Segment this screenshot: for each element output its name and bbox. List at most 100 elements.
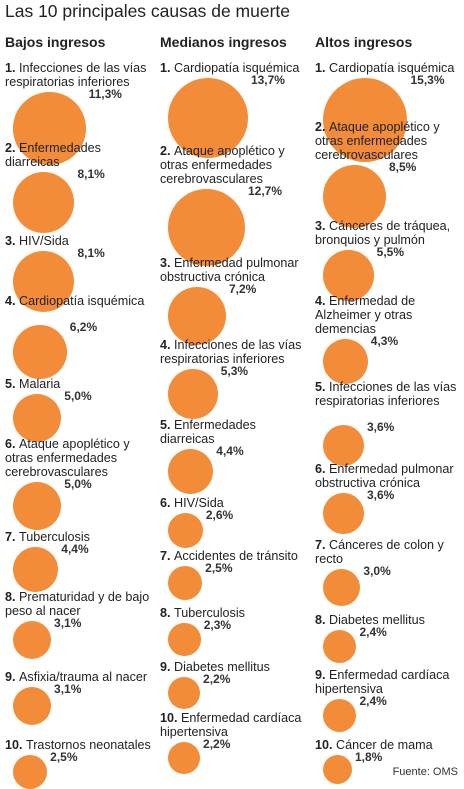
value-label: 3,6%	[366, 488, 395, 502]
cause-rank: 1.	[160, 61, 175, 75]
value-bubble	[168, 78, 248, 158]
cause-text: Tuberculosis	[19, 530, 90, 544]
cause-text: Enfermedad cardíaca hipertensiva	[315, 668, 450, 696]
value-label: 13,7%	[250, 73, 285, 87]
value-bubble	[13, 687, 52, 726]
value-bubble	[13, 755, 48, 789]
value-label: 5,5%	[376, 245, 405, 259]
value-label: 7,2%	[228, 282, 257, 296]
cause-text: Trastornos neonatales	[26, 738, 151, 752]
value-bubble	[323, 78, 408, 163]
value-bubble	[323, 165, 386, 228]
value-label: 5,0%	[64, 389, 92, 403]
cause-text: Cánceres de tráquea, bronquios y pulmón	[315, 219, 451, 247]
cause-label: 6. HIV/Sida	[160, 496, 312, 510]
cause-text: Asfixia/trauma al nacer	[19, 670, 148, 684]
value-label: 3,0%	[363, 564, 391, 578]
value-bubble	[323, 699, 357, 733]
cause-rank: 2.	[5, 141, 20, 155]
cause-rank: 10.	[160, 711, 182, 725]
cause-text: Enfermedad pulmonar obstructiva crónica	[160, 256, 299, 284]
cause-rank: 2.	[160, 144, 175, 158]
cause-label: 1. Cardiopatía isquémica	[315, 61, 461, 75]
cause-rank: 5.	[5, 377, 20, 391]
cause-text: Infecciones de las vías respiratorias in…	[160, 338, 302, 366]
cause-text: Malaria	[19, 377, 61, 391]
value-bubble	[168, 189, 245, 266]
cause-rank: 5.	[315, 380, 330, 394]
cause-label: 10. Cáncer de mama	[315, 738, 461, 752]
value-bubble	[323, 493, 364, 534]
cause-text: Tuberculosis	[174, 606, 245, 620]
cause-text: Infecciones de las vías respiratorias in…	[315, 380, 457, 408]
cause-text: Enfermedad pulmonar obstructiva crónica	[315, 462, 454, 490]
value-bubble	[13, 621, 52, 660]
cause-text: Enfermedad cardíaca hipertensiva	[160, 711, 302, 739]
value-label: 2,4%	[359, 625, 387, 639]
value-label: 2,6%	[205, 508, 234, 522]
value-bubble	[168, 677, 201, 710]
cause-label: 5. Malaria	[5, 377, 155, 391]
source-note: Fuente: OMS	[392, 766, 458, 778]
value-label: 5,0%	[64, 477, 92, 491]
cause-text: Cáncer de mama	[336, 738, 433, 752]
value-label: 3,1%	[54, 682, 82, 696]
cause-rank: 1.	[315, 61, 330, 75]
cause-text: Cardiopatía isquémica	[19, 294, 145, 308]
column-header-low-income: Bajos ingresos	[5, 34, 106, 50]
value-label: 4,4%	[216, 444, 244, 458]
value-label: 2,3%	[203, 618, 232, 632]
value-label: 2,2%	[203, 672, 231, 686]
cause-text: Enfermedad de Alzheimer y otras demencia…	[315, 294, 416, 336]
value-bubble	[168, 369, 218, 419]
value-label: 8,1%	[77, 246, 105, 260]
value-bubble	[13, 394, 62, 443]
cause-label: 9. Diabetes mellitus	[160, 660, 312, 674]
cause-label: 7. Cánceres de colon y recto	[315, 538, 461, 566]
value-label: 4,4%	[61, 542, 89, 556]
cause-text: Diabetes mellitus	[174, 660, 270, 674]
value-label: 4,3%	[370, 334, 399, 348]
cause-label: 6. Enfermedad pulmonar obstructiva cróni…	[315, 462, 461, 490]
cause-text: Infecciones de las vías respiratorias in…	[5, 61, 147, 89]
cause-label: 4. Cardiopatía isquémica	[5, 294, 155, 308]
cause-rank: 4.	[160, 338, 175, 352]
cause-label: 10. Trastornos neonatales	[5, 738, 155, 752]
cause-rank: 9.	[160, 660, 175, 674]
cause-rank: 7.	[160, 549, 175, 563]
cause-rank: 6.	[5, 437, 20, 451]
cause-rank: 8.	[160, 606, 175, 620]
value-bubble	[13, 92, 86, 165]
column-header-high-income: Altos ingresos	[315, 34, 413, 50]
cause-label: 2. Enfermedades diarreicas	[5, 141, 155, 169]
cause-rank: 8.	[315, 613, 330, 627]
value-label: 8,1%	[77, 167, 105, 181]
value-bubble	[323, 425, 364, 466]
cause-label: 3. Cánceres de tráquea, bronquios y pulm…	[315, 219, 461, 247]
value-label: 1,8%	[354, 750, 383, 764]
cause-text: Cánceres de colon y recto	[315, 538, 444, 566]
cause-rank: 3.	[5, 234, 20, 248]
value-label: 2,4%	[359, 694, 387, 708]
value-label: 11,3%	[88, 87, 122, 101]
value-bubble	[13, 482, 62, 531]
cause-rank: 7.	[5, 530, 20, 544]
value-bubble	[168, 623, 201, 656]
value-label: 12,7%	[247, 184, 282, 198]
cause-text: Enfermedades diarreicas	[160, 418, 256, 446]
value-bubble	[323, 339, 368, 384]
cause-text: Cardiopatía isquémica	[174, 61, 300, 75]
cause-label: 8. Prematuridad y de bajo peso al nacer	[5, 590, 155, 618]
cause-label: 7. Tuberculosis	[5, 530, 155, 544]
cause-label: 3. Enfermedad pulmonar obstructiva cróni…	[160, 256, 312, 284]
cause-label: 3. HIV/Sida	[5, 234, 155, 248]
cause-label: 4. Enfermedad de Alzheimer y otras demen…	[315, 294, 461, 336]
cause-rank: 6.	[315, 462, 330, 476]
cause-label: 2. Ataque apoplético y otras enfermedade…	[160, 144, 312, 186]
value-bubble	[168, 742, 201, 775]
cause-rank: 2.	[315, 120, 330, 134]
value-label: 2,2%	[203, 737, 231, 751]
value-bubble	[13, 251, 75, 313]
cause-label: 6. Ataque apoplético y otras enfermedade…	[5, 437, 155, 479]
value-bubble	[168, 287, 226, 345]
